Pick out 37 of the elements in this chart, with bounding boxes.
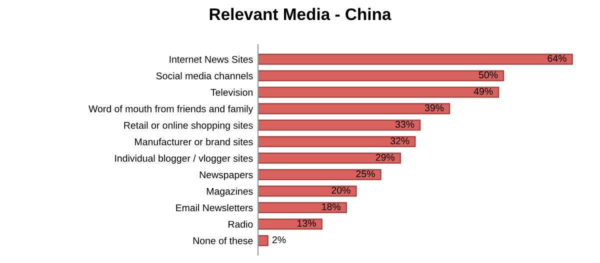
y-tick-label: None of these (193, 237, 253, 244)
y-tick-label: Television (210, 88, 253, 96)
y-tick-label: Social media channels (156, 72, 253, 80)
bar (258, 103, 450, 114)
data-label: 49% (474, 88, 493, 95)
bar (258, 136, 416, 148)
data-label: 33% (395, 120, 414, 128)
data-label: 32% (390, 137, 410, 144)
data-label: 64% (548, 54, 566, 62)
y-tick-label: Radio (228, 220, 253, 228)
chart-title: Relevant Media - China (210, 8, 392, 20)
bar (258, 54, 573, 65)
data-label: 39% (424, 104, 444, 112)
y-tick-label: Individual blogger / vlogger sites (115, 154, 253, 164)
data-label: 20% (332, 186, 350, 194)
y-tick-label: Manufacturer or brand sites (135, 138, 253, 146)
y-tick-label: Retail or online shopping sites (124, 122, 253, 131)
bar (258, 235, 268, 246)
y-tick-label: Magazines (206, 188, 253, 197)
data-label: 29% (376, 154, 395, 161)
y-tick-label: Email Newsletters (176, 204, 253, 212)
y-tick-label: Internet News Sites (170, 56, 253, 63)
bar (258, 169, 382, 180)
data-label: 13% (298, 220, 316, 227)
bar (258, 218, 322, 230)
data-label: 25% (356, 170, 375, 178)
bar (258, 202, 347, 214)
bar (258, 70, 504, 82)
bar (258, 86, 500, 98)
data-label: 2% (272, 236, 286, 244)
bar (258, 152, 401, 164)
bar (258, 186, 357, 197)
data-label: 50% (478, 71, 498, 78)
y-tick-label: Newspapers (200, 171, 253, 180)
y-tick-label: Word of mouth from friends and family (88, 105, 254, 114)
bar (258, 120, 421, 131)
data-label: 18% (322, 203, 340, 210)
